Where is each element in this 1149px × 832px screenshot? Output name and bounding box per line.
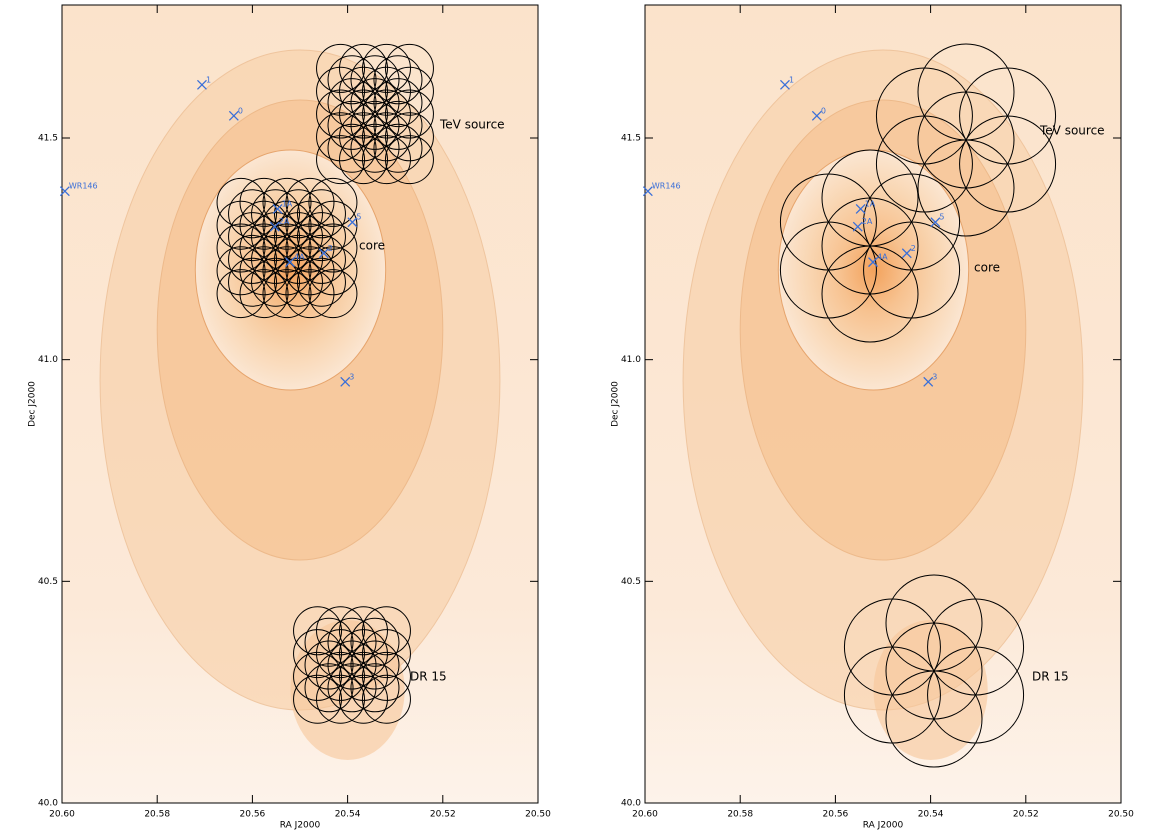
x-tick-label: 20.52: [1013, 810, 1039, 820]
star-label: 0: [238, 106, 243, 115]
y-tick-label: 41.0: [38, 355, 58, 365]
star-label: 2A: [279, 217, 290, 226]
emission-core: [778, 150, 968, 390]
star-label: 2A: [862, 217, 873, 226]
region-label: TeV source: [439, 118, 505, 132]
star-label: 1: [206, 75, 211, 84]
y-axis-label: Dec J2000: [611, 381, 621, 427]
x-tick-label: 20.50: [525, 810, 551, 820]
x-tick-label: 20.54: [918, 810, 944, 820]
y-tick-label: 41.5: [621, 134, 641, 144]
star-label: 1A: [282, 199, 293, 208]
x-tick-label: 20.60: [49, 810, 75, 820]
y-tick-label: 40.0: [621, 799, 641, 809]
x-tick-label: 20.56: [240, 810, 266, 820]
star-label: 2: [328, 244, 333, 253]
star-label: WR146: [69, 182, 98, 191]
x-axis-label: RA J2000: [863, 821, 904, 831]
star-label: WR146: [652, 182, 681, 191]
x-tick-label: 20.52: [430, 810, 456, 820]
y-tick-label: 40.0: [38, 799, 58, 809]
y-tick-label: 40.5: [38, 577, 58, 587]
y-tick-label: 40.5: [621, 577, 641, 587]
star-label: 5: [356, 213, 361, 222]
region-label: core: [359, 239, 385, 253]
star-label: 1: [789, 75, 794, 84]
star-label: 4A: [294, 253, 305, 262]
x-tick-label: 20.54: [335, 810, 361, 820]
star-label: 3: [932, 372, 937, 381]
star-label: 3: [349, 372, 354, 381]
x-tick-label: 20.50: [1108, 810, 1134, 820]
star-label: 4A: [877, 253, 888, 262]
star-label: 2: [911, 244, 916, 253]
x-tick-label: 20.60: [632, 810, 658, 820]
x-tick-label: 20.56: [823, 810, 849, 820]
figure: 20.60 20.58 20.56 20.54 20.52 20.50 40.0 40.5 41…: [0, 0, 1149, 832]
y-tick-label: 41.5: [38, 134, 58, 144]
region-label: DR 15: [410, 670, 447, 684]
star-label: 0: [821, 106, 826, 115]
y-axis-label: Dec J2000: [28, 381, 38, 427]
x-tick-label: 20.58: [727, 810, 753, 820]
star-label: 5: [939, 213, 944, 222]
panel: 20.60 20.58 20.56 20.54 20.52 20.50 40.0 40.5 41…: [28, 5, 552, 831]
x-axis-label: RA J2000: [280, 821, 321, 831]
panel: 20.60 20.58 20.56 20.54 20.52 20.50 40.0 40.5 41…: [611, 5, 1135, 831]
y-tick-label: 41.0: [621, 355, 641, 365]
region-label: core: [974, 261, 1000, 275]
region-label: DR 15: [1032, 670, 1069, 684]
star-label: 1A: [865, 199, 876, 208]
region-label: TeV source: [1039, 124, 1105, 138]
x-tick-label: 20.58: [144, 810, 170, 820]
